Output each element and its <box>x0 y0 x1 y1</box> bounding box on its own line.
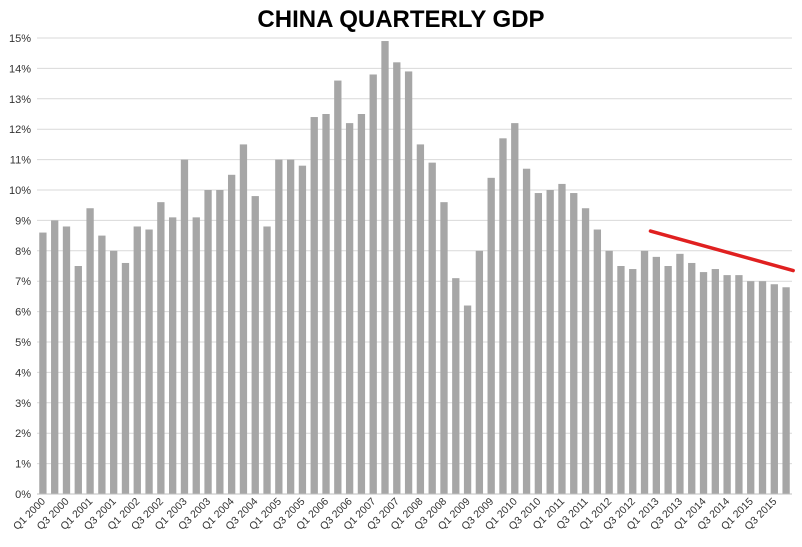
bar <box>593 229 602 494</box>
bar <box>617 266 625 494</box>
bar <box>110 250 118 494</box>
bar <box>345 123 354 495</box>
bar <box>133 226 141 495</box>
bar <box>39 232 47 494</box>
bar <box>581 208 590 495</box>
bar <box>334 80 342 494</box>
y-tick-label: 7% <box>15 276 31 288</box>
y-tick-label: 1% <box>15 459 31 471</box>
y-axis-tick-labels: 0% 1% 2% 3% 4% 5% 6% 7% 8% 9% 10% 11% 12% 13% 14% 15% <box>9 33 31 501</box>
bar <box>192 217 200 495</box>
bar <box>216 190 224 494</box>
bar <box>74 266 82 494</box>
bar <box>98 235 106 494</box>
bar <box>251 196 259 494</box>
bar <box>381 41 389 494</box>
bars <box>39 41 790 495</box>
bar <box>782 287 790 494</box>
y-tick-label: 10% <box>9 185 31 197</box>
bar <box>51 220 59 494</box>
y-tick-label: 9% <box>15 215 31 227</box>
bar <box>286 159 295 494</box>
bar <box>499 138 507 494</box>
bar <box>275 159 283 494</box>
bar <box>227 174 236 495</box>
y-tick-label: 3% <box>15 398 31 410</box>
bar <box>428 162 436 494</box>
bar <box>640 250 649 494</box>
bar <box>310 117 318 494</box>
y-tick-label: 13% <box>9 94 31 106</box>
y-tick-label: 14% <box>9 63 31 75</box>
bar <box>204 190 212 494</box>
bar <box>452 278 460 494</box>
y-tick-label: 15% <box>9 33 31 45</box>
bar <box>121 262 130 494</box>
y-tick-label: 4% <box>15 367 31 379</box>
y-tick-label: 2% <box>15 428 31 440</box>
bar <box>605 250 613 494</box>
bar <box>758 281 767 494</box>
y-tick-label: 8% <box>15 246 31 258</box>
bar <box>440 202 448 494</box>
bar <box>404 71 413 494</box>
trend-line <box>648 229 795 273</box>
bar <box>239 144 248 494</box>
bar <box>487 177 495 494</box>
bar <box>711 269 719 494</box>
bar <box>169 217 177 495</box>
bar <box>298 165 307 494</box>
bar <box>145 229 153 494</box>
bar <box>416 144 425 494</box>
bar <box>652 256 660 494</box>
bar <box>62 226 71 495</box>
bar <box>629 269 637 494</box>
bar <box>570 193 578 495</box>
bar <box>546 190 554 494</box>
y-tick-label: 11% <box>10 155 31 167</box>
bar <box>86 208 94 495</box>
bar <box>357 114 366 494</box>
chart-title: CHINA QUARTERLY GDP <box>257 6 544 33</box>
bar <box>393 62 401 494</box>
bar <box>157 202 165 494</box>
bar <box>699 272 708 494</box>
bar <box>688 262 696 494</box>
y-tick-label: 12% <box>9 124 31 136</box>
bar <box>534 193 543 495</box>
bar <box>369 74 377 494</box>
bar <box>180 159 189 494</box>
bar <box>664 266 672 494</box>
bar <box>558 183 566 495</box>
y-tick-label: 0% <box>15 489 31 501</box>
bar <box>463 305 472 494</box>
bar <box>723 275 731 494</box>
bar <box>735 275 743 494</box>
bar <box>747 281 755 494</box>
bar <box>522 168 531 494</box>
bar <box>770 284 778 494</box>
bar <box>263 226 271 495</box>
y-tick-label: 5% <box>15 337 31 349</box>
bar <box>322 114 330 494</box>
bar <box>676 253 684 494</box>
bar <box>511 123 519 495</box>
y-tick-label: 6% <box>15 307 31 319</box>
bar <box>475 250 484 494</box>
